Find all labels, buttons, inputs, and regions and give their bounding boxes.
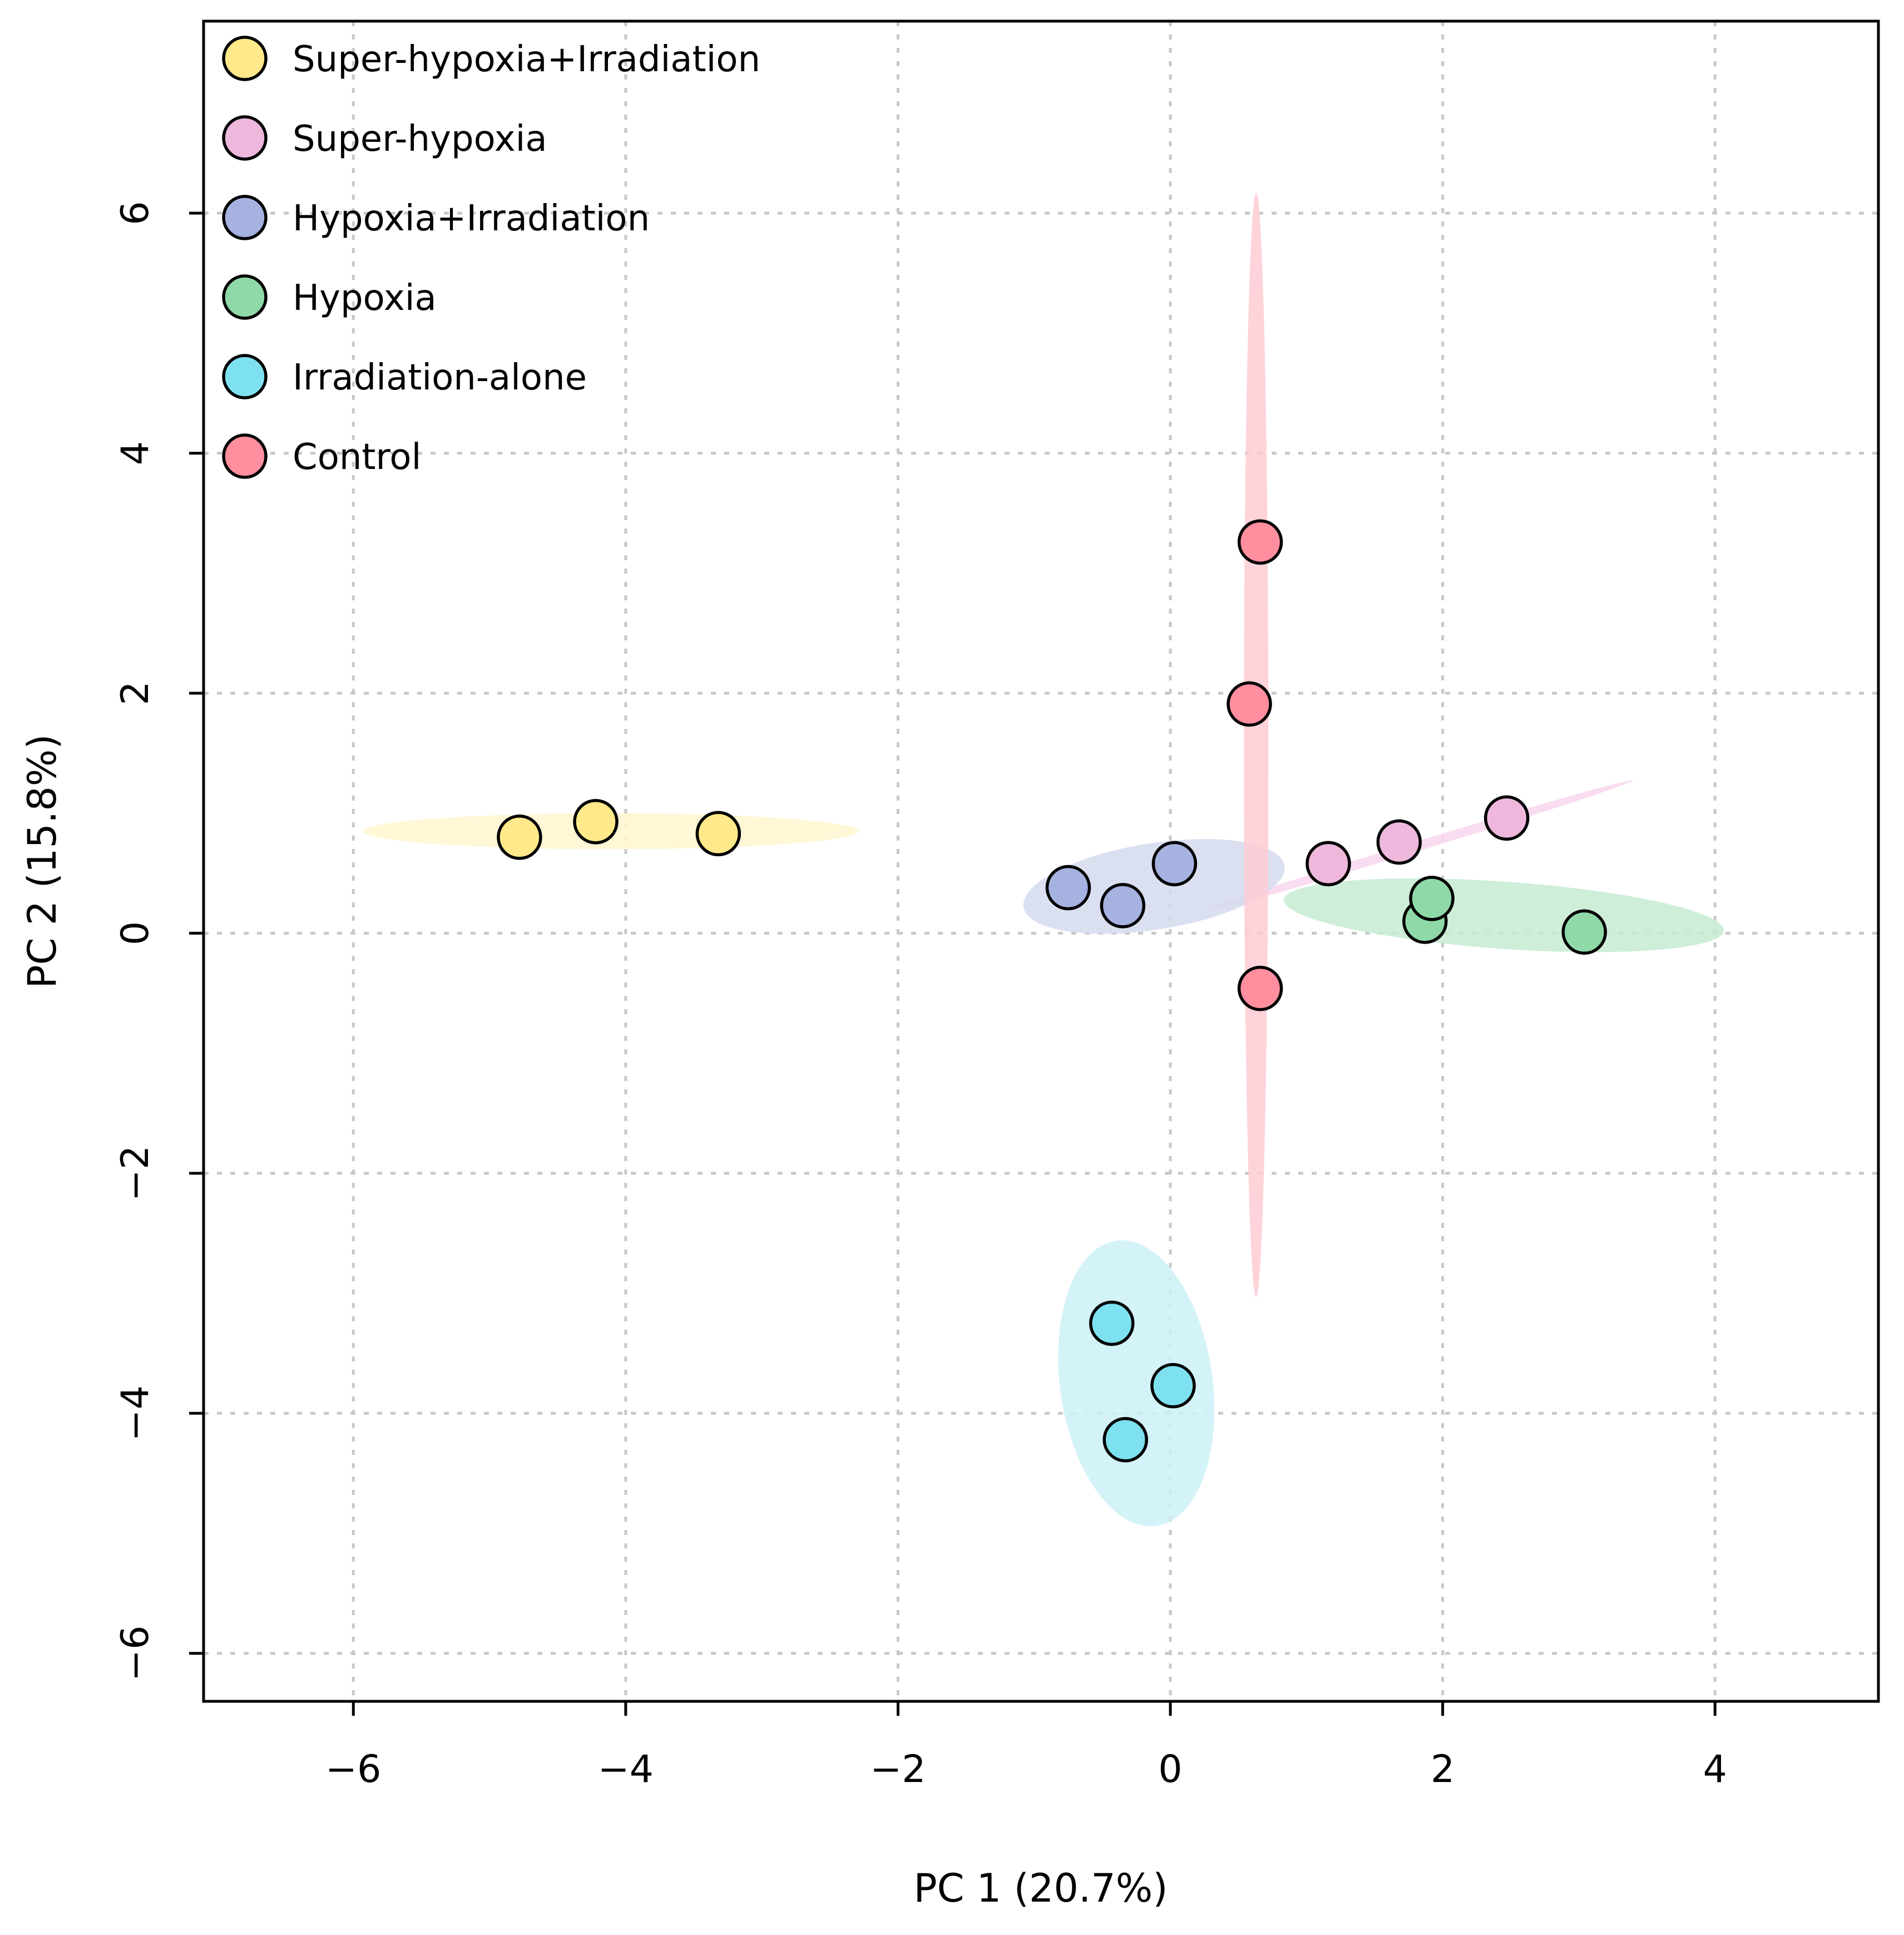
point-super-hypoxia-3 — [1483, 795, 1530, 841]
legend-label-control: Control — [293, 437, 421, 478]
legend: Super-hypoxia+Irradiation Super-hypoxia Hy… — [222, 36, 760, 479]
point-hypoxia-irradiation-2 — [1100, 883, 1146, 929]
y-tick-label: 6 — [113, 201, 157, 225]
y-tick-label: 2 — [113, 681, 157, 705]
point-hypoxia-2 — [1409, 876, 1455, 921]
point-hypoxia-irradiation-3 — [1151, 841, 1198, 887]
legend-label-irradiation-alone: Irradiation-alone — [293, 357, 587, 398]
point-super-hypoxia-irradiation-3 — [695, 811, 741, 857]
x-axis-ticks: −6 −4 −2 0 2 4 — [325, 1701, 1727, 1791]
legend-swatch-control — [222, 433, 268, 479]
legend-swatch-hypoxia-irradiation — [222, 195, 268, 240]
y-axis-title: PC 2 (15.8%) — [19, 734, 65, 988]
y-tick-label: −2 — [113, 1146, 157, 1201]
legend-label-super-hypoxia: Super-hypoxia — [293, 119, 547, 160]
x-tick-label: 2 — [1431, 1748, 1455, 1791]
legend-label-hypoxia-irradiation: Hypoxia+Irradiation — [293, 198, 650, 239]
x-tick-label: 0 — [1158, 1748, 1182, 1791]
x-axis-title: PC 1 (20.7%) — [913, 1865, 1168, 1911]
x-tick-label: 4 — [1703, 1748, 1727, 1791]
point-control-3 — [1237, 965, 1283, 1011]
y-axis-ticks: −6 −4 −2 0 2 4 6 — [113, 201, 204, 1681]
ellipse-hypoxia — [1284, 878, 1724, 952]
ellipse-control — [1244, 192, 1269, 1297]
x-tick-label: −6 — [325, 1748, 381, 1791]
point-control-1 — [1237, 519, 1283, 565]
point-control-2 — [1227, 681, 1272, 727]
legend-label-hypoxia: Hypoxia — [293, 278, 437, 319]
point-irradiation-alone-3 — [1102, 1416, 1149, 1463]
legend-swatch-hypoxia — [222, 274, 268, 320]
point-hypoxia-3 — [1561, 909, 1607, 955]
y-tick-label: −4 — [113, 1385, 157, 1441]
legend-swatch-super-hypoxia-irradiation — [222, 36, 268, 81]
x-tick-label: −4 — [598, 1748, 654, 1791]
point-super-hypoxia-irradiation-1 — [497, 815, 542, 860]
point-irradiation-alone-1 — [1089, 1300, 1135, 1346]
data-points — [497, 519, 1607, 1463]
ellipse-hypoxia-irradiation — [1023, 839, 1285, 934]
legend-swatch-irradiation-alone — [222, 354, 268, 399]
point-irradiation-alone-2 — [1150, 1363, 1196, 1409]
point-super-hypoxia-irradiation-2 — [573, 799, 619, 845]
y-tick-label: −6 — [113, 1626, 157, 1681]
legend-swatch-super-hypoxia — [222, 115, 268, 161]
x-tick-label: −2 — [870, 1748, 926, 1791]
point-super-hypoxia-2 — [1376, 819, 1422, 865]
point-super-hypoxia-1 — [1305, 841, 1351, 887]
legend-label-super-hypoxia-irradiation: Super-hypoxia+Irradiation — [293, 39, 760, 80]
y-tick-label: 0 — [113, 921, 157, 945]
point-hypoxia-irradiation-1 — [1045, 865, 1091, 911]
plot-frame — [202, 19, 1880, 1703]
y-tick-label: 4 — [113, 441, 157, 465]
